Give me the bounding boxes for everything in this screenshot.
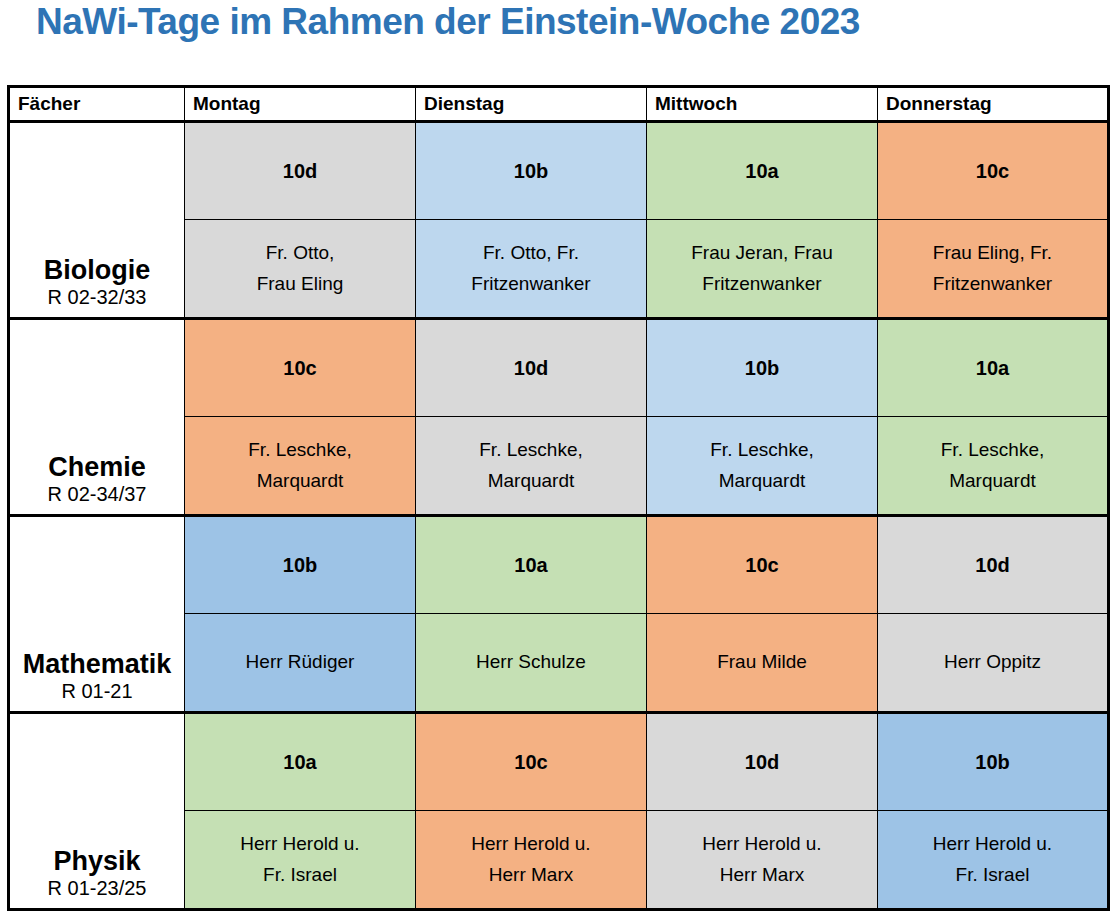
subject-name: Mathematik [11,649,183,680]
column-header-mittwoch: Mittwoch [647,87,878,122]
timetable: Fächer Montag Dienstag Mittwoch Donnerst… [7,85,1110,911]
class-cell-mathematik-mittwoch: 10c [647,516,878,614]
class-cell-biologie-mittwoch: 10a [647,122,878,220]
physik-class-row: Physik R 01-23/25 10a 10c 10d 10b [9,713,1109,811]
teacher-cell-biologie-mittwoch: Frau Jeran, Frau Fritzenwanker [647,220,878,319]
column-header-montag: Montag [185,87,416,122]
teacher-cell-chemie-mittwoch: Fr. Leschke, Marquardt [647,417,878,516]
class-cell-biologie-montag: 10d [185,122,416,220]
class-cell-mathematik-montag: 10b [185,516,416,614]
class-cell-biologie-donnerstag: 10c [878,122,1109,220]
class-cell-physik-montag: 10a [185,713,416,811]
class-cell-physik-mittwoch: 10d [647,713,878,811]
teacher-cell-mathematik-mittwoch: Frau Milde [647,614,878,713]
class-cell-physik-donnerstag: 10b [878,713,1109,811]
teacher-cell-mathematik-montag: Herr Rüdiger [185,614,416,713]
teacher-cell-biologie-dienstag: Fr. Otto, Fr. Fritzenwanker [416,220,647,319]
subject-room: R 02-34/37 [11,483,183,506]
chemie-class-row: Chemie R 02-34/37 10c 10d 10b 10a [9,319,1109,417]
subject-room: R 02-32/33 [11,286,183,309]
biologie-class-row: Biologie R 02-32/33 10d 10b 10a 10c [9,122,1109,220]
header-row: Fächer Montag Dienstag Mittwoch Donnerst… [9,87,1109,122]
teacher-cell-mathematik-dienstag: Herr Schulze [416,614,647,713]
mathematik-class-row: Mathematik R 01-21 10b 10a 10c 10d [9,516,1109,614]
subject-cell-chemie: Chemie R 02-34/37 [9,319,185,516]
page-title: NaWi-Tage im Rahmen der Einstein-Woche 2… [36,1,860,43]
subject-room: R 01-21 [11,680,183,703]
teacher-cell-mathematik-donnerstag: Herr Oppitz [878,614,1109,713]
column-header-dienstag: Dienstag [416,87,647,122]
subject-room: R 01-23/25 [11,877,183,900]
class-cell-chemie-mittwoch: 10b [647,319,878,417]
teacher-cell-biologie-montag: Fr. Otto, Frau Eling [185,220,416,319]
subject-cell-biologie: Biologie R 02-32/33 [9,122,185,319]
class-cell-biologie-dienstag: 10b [416,122,647,220]
class-cell-chemie-montag: 10c [185,319,416,417]
class-cell-chemie-donnerstag: 10a [878,319,1109,417]
class-cell-physik-dienstag: 10c [416,713,647,811]
teacher-cell-physik-montag: Herr Herold u. Fr. Israel [185,811,416,910]
column-header-faecher: Fächer [9,87,185,122]
teacher-cell-chemie-montag: Fr. Leschke, Marquardt [185,417,416,516]
subject-name: Biologie [11,255,183,286]
teacher-cell-physik-dienstag: Herr Herold u. Herr Marx [416,811,647,910]
subject-cell-physik: Physik R 01-23/25 [9,713,185,910]
teacher-cell-physik-mittwoch: Herr Herold u. Herr Marx [647,811,878,910]
class-cell-mathematik-dienstag: 10a [416,516,647,614]
teacher-cell-chemie-dienstag: Fr. Leschke, Marquardt [416,417,647,516]
class-cell-mathematik-donnerstag: 10d [878,516,1109,614]
column-header-donnerstag: Donnerstag [878,87,1109,122]
subject-name: Physik [11,846,183,877]
subject-name: Chemie [11,452,183,483]
teacher-cell-physik-donnerstag: Herr Herold u. Fr. Israel [878,811,1109,910]
teacher-cell-biologie-donnerstag: Frau Eling, Fr. Fritzenwanker [878,220,1109,319]
subject-cell-mathematik: Mathematik R 01-21 [9,516,185,713]
class-cell-chemie-dienstag: 10d [416,319,647,417]
teacher-cell-chemie-donnerstag: Fr. Leschke, Marquardt [878,417,1109,516]
